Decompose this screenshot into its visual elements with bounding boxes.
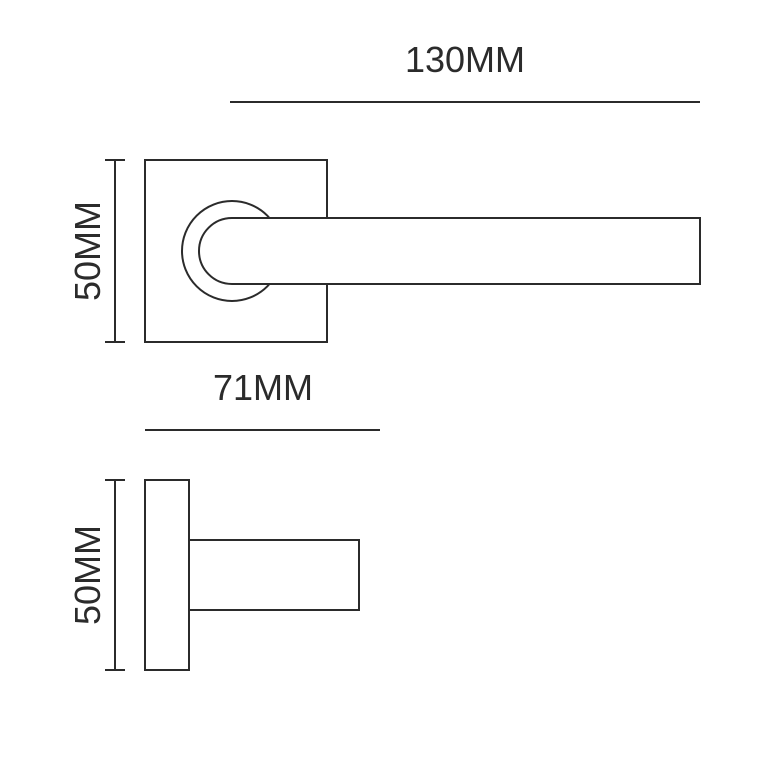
lever-side bbox=[189, 540, 359, 610]
lever-front bbox=[199, 218, 700, 284]
dim-label-left-bottom: 50MM bbox=[67, 525, 108, 625]
rose-side bbox=[145, 480, 189, 670]
dim-label-left-top: 50MM bbox=[67, 201, 108, 301]
dim-label-mid: 71MM bbox=[213, 367, 313, 408]
dim-label-top: 130MM bbox=[405, 39, 525, 80]
technical-drawing: 130MM 50MM 71MM 50MM bbox=[0, 0, 768, 768]
